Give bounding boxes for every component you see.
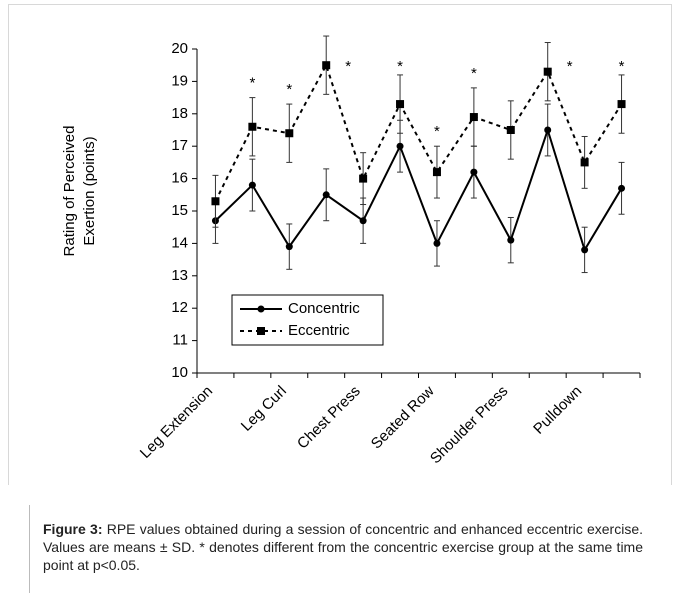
caption-label: Figure 3: bbox=[43, 521, 103, 537]
marker bbox=[469, 113, 478, 122]
chart: 10 11 12 13 14 15 16 17 18 19 20 Leg Extension Leg C… bbox=[61, 35, 641, 468]
annotation: * bbox=[286, 81, 292, 98]
annotation: * bbox=[434, 123, 440, 140]
y-tick-label: 12 bbox=[171, 299, 188, 316]
marker bbox=[396, 100, 405, 109]
marker bbox=[285, 129, 294, 138]
x-tick-label: Seated Row bbox=[368, 382, 438, 452]
y-axis-label: Rating of Perceived bbox=[61, 126, 78, 257]
marker bbox=[211, 197, 220, 206]
y-tick-label: 16 bbox=[171, 170, 188, 187]
marker bbox=[396, 142, 404, 150]
annotation: * bbox=[567, 58, 573, 75]
annotation: * bbox=[471, 65, 477, 82]
marker bbox=[433, 239, 441, 247]
marker bbox=[507, 236, 515, 244]
caption-text: RPE values obtained during a session of … bbox=[43, 521, 643, 573]
marker bbox=[359, 217, 367, 225]
y-tick-label: 14 bbox=[171, 234, 188, 251]
legend-label: Eccentric bbox=[288, 322, 350, 339]
marker bbox=[285, 243, 293, 251]
caption-rule bbox=[29, 505, 30, 593]
marker bbox=[581, 246, 589, 254]
x-tick-label: Pulldown bbox=[530, 383, 585, 438]
x-tick-label: Leg Curl bbox=[238, 383, 290, 435]
annotation: * bbox=[619, 58, 625, 75]
y-tick-label: 11 bbox=[172, 332, 188, 349]
legend-marker bbox=[257, 305, 265, 313]
legend-marker bbox=[257, 327, 265, 335]
marker bbox=[543, 67, 552, 76]
y-tick-label: 17 bbox=[171, 137, 188, 154]
annotation: * bbox=[249, 75, 255, 92]
series-line bbox=[214, 126, 623, 253]
x-tick-label: Chest Press bbox=[294, 383, 364, 453]
marker bbox=[248, 181, 256, 189]
y-tick-label: 18 bbox=[171, 105, 188, 122]
legend-box bbox=[231, 294, 384, 346]
marker bbox=[359, 174, 368, 183]
y-tick-label: 15 bbox=[171, 202, 188, 219]
y-tick-label: 19 bbox=[171, 72, 188, 89]
marker bbox=[432, 168, 441, 177]
marker bbox=[580, 158, 589, 167]
y-axis-label: Exertion (points) bbox=[81, 136, 98, 245]
x-tick-label: Shoulder Press bbox=[427, 383, 512, 468]
marker bbox=[544, 126, 552, 134]
marker bbox=[618, 184, 626, 192]
marker bbox=[506, 126, 515, 134]
y-tick-label: 10 bbox=[171, 364, 188, 381]
legend-label: Concentric bbox=[288, 300, 360, 317]
annotation: * bbox=[397, 58, 403, 75]
annotation: * bbox=[345, 58, 351, 75]
marker bbox=[322, 191, 330, 199]
caption: Figure 3: RPE values obtained during a s… bbox=[43, 520, 643, 574]
marker bbox=[617, 100, 626, 109]
y-tick-label: 13 bbox=[171, 267, 188, 284]
series-line bbox=[214, 62, 623, 202]
figure-frame bbox=[8, 4, 672, 485]
x-tick-label: Leg Extension bbox=[137, 383, 216, 462]
marker bbox=[470, 168, 478, 176]
marker bbox=[248, 122, 257, 131]
y-tick-label: 20 bbox=[171, 40, 188, 57]
marker bbox=[322, 61, 331, 70]
